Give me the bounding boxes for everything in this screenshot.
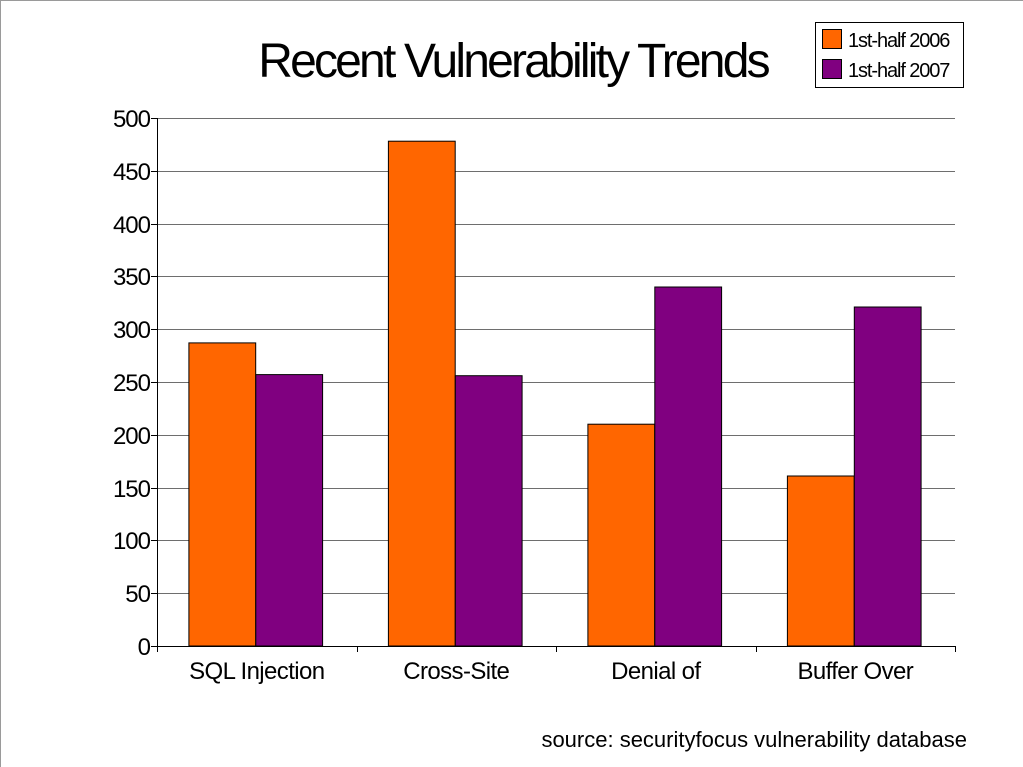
legend-label-2006: 1st-half 2006 xyxy=(848,30,950,52)
legend-label-2007: 1st-half 2007 xyxy=(848,60,950,82)
axis-labels: 0 50 100 150 200 250 300 350 400 450 500 SQL Inject… xyxy=(113,106,914,685)
source-note: source: securityfocus vulnerability data… xyxy=(541,727,967,752)
legend: 1st-half 2006 1st-half 2007 xyxy=(815,22,964,88)
y-tick-label: 500 xyxy=(113,106,151,133)
bar-sql-injection-series-2 xyxy=(255,374,324,647)
x-category-label: Denial of xyxy=(611,658,701,685)
y-tick-label: 200 xyxy=(113,423,151,450)
y-tick-label: 100 xyxy=(113,528,151,555)
y-tick-label: 450 xyxy=(113,159,151,186)
bars xyxy=(188,140,922,647)
x-category-label: Buffer Over xyxy=(797,658,913,685)
x-category-label: Cross-Site xyxy=(403,658,509,685)
axes xyxy=(151,118,956,652)
y-tick-label: 250 xyxy=(113,370,151,397)
y-tick-label: 0 xyxy=(138,634,151,661)
bar-denial-of-series-1 xyxy=(587,423,656,647)
bar-cross-site-series-2 xyxy=(454,375,523,647)
legend-swatch-2007 xyxy=(822,59,842,79)
bar-denial-of-series-2 xyxy=(654,286,723,647)
y-tick-label: 400 xyxy=(113,212,151,239)
bar-sql-injection-series-1 xyxy=(188,342,257,647)
legend-swatch-2006 xyxy=(822,29,842,49)
y-tick-label: 150 xyxy=(113,476,151,503)
y-tick-label: 350 xyxy=(113,264,151,291)
bar-cross-site-series-1 xyxy=(387,140,456,647)
y-tick-label: 50 xyxy=(125,581,150,608)
bar-buffer-over-series-2 xyxy=(853,306,922,647)
bar-buffer-over-series-1 xyxy=(786,475,855,647)
x-category-label: SQL Injection xyxy=(189,658,324,685)
chart-title: Recent Vulnerability Trends xyxy=(258,35,769,88)
y-tick-label: 300 xyxy=(113,317,151,344)
